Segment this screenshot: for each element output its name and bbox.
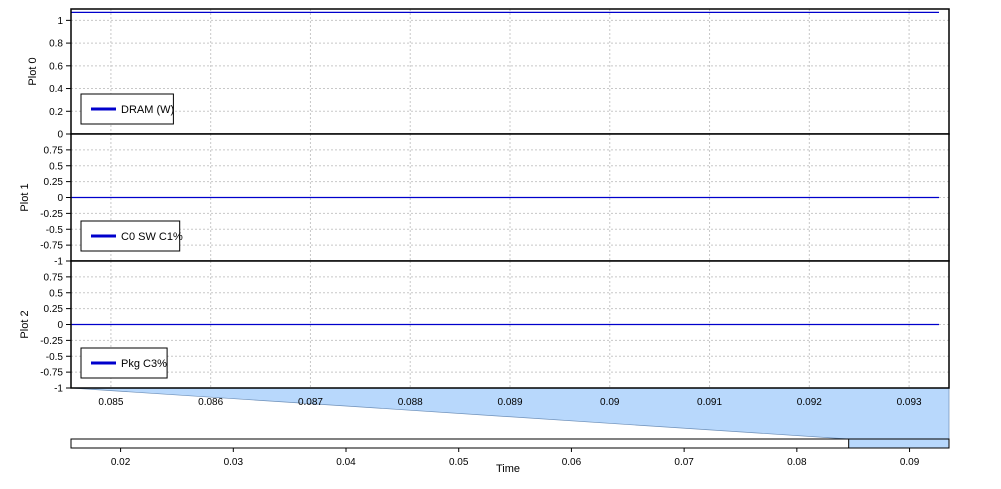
y-tick-label: -0.25 — [40, 209, 63, 220]
plots-layer: 0.085 0.086 0.087 0.088 0.089 0.09 0.091 0.092 0… — [19, 8, 950, 408]
x-tick-label: 0.09 — [600, 397, 620, 408]
overview-layer[interactable]: 0.02 0.03 0.04 0.05 0.06 0.07 0.08 0.09 Time — [70, 438, 950, 475]
y-tick-label: -0.5 — [46, 352, 64, 363]
y-tick-label: 0 — [57, 130, 63, 141]
y-tick-label: 0.2 — [49, 107, 63, 118]
plot-area — [71, 9, 949, 134]
y-tick-label: -0.25 — [40, 336, 63, 347]
y-axis-title: Plot 2 — [19, 310, 31, 338]
x-tick-label: 0.086 — [198, 397, 223, 408]
y-tick-label: -0.75 — [40, 368, 63, 379]
y-tick-label: -1 — [54, 384, 63, 395]
y-tick-label: 0.6 — [49, 61, 63, 72]
overview-tick-label: 0.03 — [224, 457, 244, 468]
x-tick-label: 0.091 — [697, 397, 722, 408]
plot-panel-0: 0.0850.0860.0870.0880.0890.090.0910.0920… — [27, 8, 950, 154]
x-axis-title: Time — [496, 463, 520, 475]
overview-tick-label: 0.09 — [900, 457, 920, 468]
overview-tick-label: 0.07 — [674, 457, 694, 468]
y-tick-label: 0.25 — [44, 177, 64, 188]
overview-track[interactable] — [70, 438, 950, 449]
plot-panel-2: 0.085 0.086 0.087 0.088 0.089 0.09 0.091 0.092 0… — [19, 260, 950, 408]
y-axis-title: Plot 1 — [19, 183, 31, 211]
legend-label: C0 SW C1% — [121, 231, 183, 243]
overview-tick-label: 0.02 — [111, 457, 131, 468]
y-tick-label: -0.5 — [46, 225, 64, 236]
legend-label: Pkg C3% — [121, 358, 167, 370]
y-tick-label: 0.75 — [44, 272, 64, 283]
y-tick-label: 0.5 — [49, 161, 63, 172]
legend: C0 SW C1% — [80, 220, 183, 252]
y-tick-label: 0 — [57, 320, 63, 331]
y-axis-title: Plot 0 — [27, 57, 39, 85]
zoom-connector-layer — [70, 387, 950, 440]
overview-tick-label: 0.04 — [336, 457, 356, 468]
x-tick-label: 0.093 — [897, 397, 922, 408]
y-tick-label: 0.5 — [49, 288, 63, 299]
overview-tick-label: 0.08 — [787, 457, 807, 468]
plot-frame — [70, 260, 950, 389]
legend-label: DRAM (W) — [121, 104, 174, 116]
y-tick-label: 0.8 — [49, 39, 63, 50]
y-tick-label: 0.25 — [44, 304, 64, 315]
y-tick-label: 0.75 — [44, 145, 64, 156]
plot-panel-1: 0.0850.0860.0870.0880.0890.090.0910.0920… — [19, 133, 950, 281]
y-tick-label: -1 — [54, 257, 63, 268]
zoom-connector — [70, 387, 950, 440]
x-tick-label: 0.089 — [497, 397, 522, 408]
y-tick-label: -0.75 — [40, 241, 63, 252]
x-tick-label: 0.085 — [98, 397, 123, 408]
overview-tick-label: 0.05 — [449, 457, 469, 468]
x-tick-label: 0.087 — [298, 397, 323, 408]
overview-selection-handle[interactable] — [848, 438, 950, 449]
overview-tick-label: 0.06 — [562, 457, 582, 468]
x-tick-label: 0.092 — [797, 397, 822, 408]
legend: Pkg C3% — [80, 347, 168, 379]
y-tick-label: 1 — [57, 16, 63, 27]
y-tick-label: 0 — [57, 193, 63, 204]
legend: DRAM (W) — [80, 93, 174, 125]
y-tick-label: 0.4 — [49, 84, 63, 95]
x-tick-label: 0.088 — [398, 397, 423, 408]
